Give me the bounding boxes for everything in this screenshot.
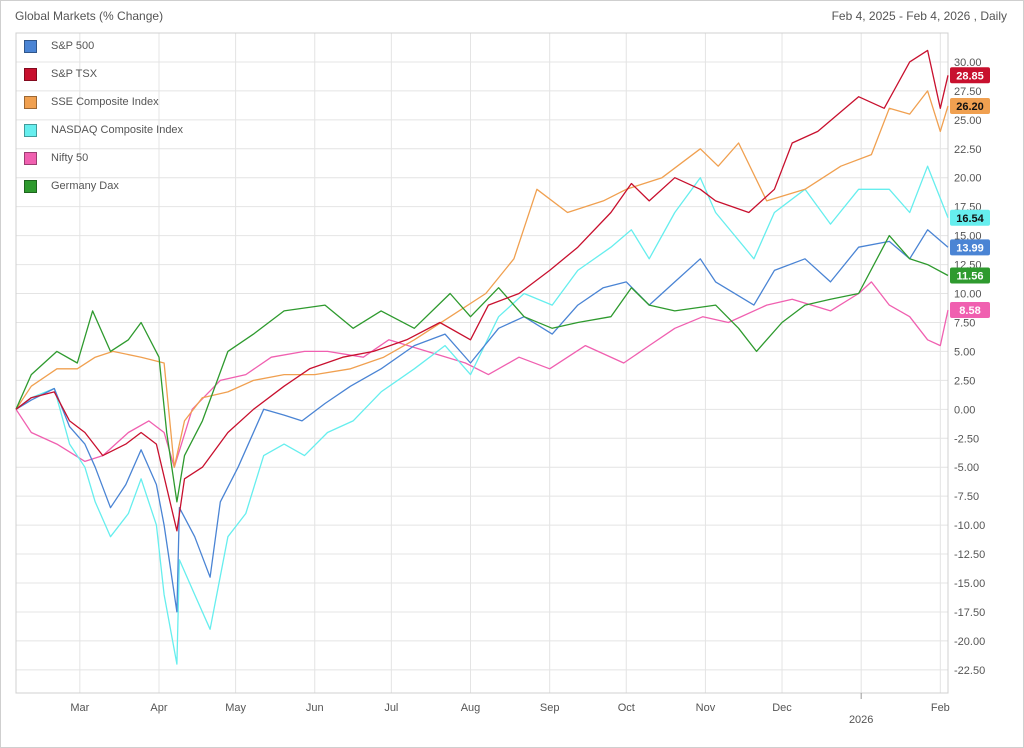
legend-item[interactable]: S&P 500 xyxy=(24,32,183,60)
legend-label: Germany Dax xyxy=(51,180,119,192)
legend-swatch xyxy=(24,95,37,109)
x-tick-label: Apr xyxy=(150,702,167,714)
series-line-s-p-500 xyxy=(15,229,949,613)
badge-box xyxy=(950,301,990,318)
legend-swatch xyxy=(24,39,37,53)
legend-label: Nifty 50 xyxy=(51,152,89,164)
x-tick-label: Dec xyxy=(772,702,792,714)
legend-item[interactable]: S&P TSX xyxy=(24,60,183,88)
x-tick-label: Jul xyxy=(384,702,398,714)
y-tick-label: 25.00 xyxy=(954,115,982,127)
badge-value: 28.85 xyxy=(956,70,984,82)
y-tick-label: 27.50 xyxy=(954,86,982,98)
plot-area xyxy=(15,32,949,694)
series-line-s-p-tsx xyxy=(15,49,949,532)
y-tick-label: 22.50 xyxy=(954,144,982,156)
last-value-badge: 11.56 xyxy=(950,267,990,284)
chart-legend: S&P 500 S&P TSX SSE Composite Index NASDAQ … xyxy=(24,32,183,200)
last-value-badge: 28.85 xyxy=(950,67,990,84)
legend-label: SSE Composite Index xyxy=(51,96,159,108)
y-tick-label: 7.50 xyxy=(954,317,975,329)
legend-item[interactable]: Germany Dax xyxy=(24,172,183,200)
chart-title: Global Markets (% Change) xyxy=(15,9,164,23)
legend-label: S&P TSX xyxy=(51,68,98,80)
y-tick-label: -12.50 xyxy=(954,549,985,561)
badge-box xyxy=(950,209,990,226)
badge-value: 26.20 xyxy=(956,101,984,113)
badge-value: 11.56 xyxy=(957,270,984,282)
last-value-badge: 8.58 xyxy=(950,301,990,318)
y-tick-label: 10.00 xyxy=(954,289,982,301)
badge-box xyxy=(950,239,990,256)
last-value-badge: 16.54 xyxy=(950,209,990,226)
x-tick-label: 2026 xyxy=(849,714,873,726)
y-tick-label: 0.00 xyxy=(954,404,975,416)
y-tick-label: 20.00 xyxy=(954,173,982,185)
last-value-badge: 13.99 xyxy=(950,239,990,256)
badge-value: 8.58 xyxy=(959,305,980,317)
y-tick-label: 2.50 xyxy=(954,375,975,387)
legend-swatch xyxy=(24,67,37,81)
x-tick-label: Oct xyxy=(618,702,635,714)
x-tick-label: May xyxy=(225,702,246,714)
series-line-nasdaq-composite-index xyxy=(15,165,949,665)
series-line-germany-dax xyxy=(15,234,949,503)
legend-label: S&P 500 xyxy=(51,40,95,52)
legend-swatch xyxy=(24,179,37,193)
legend-label: NASDAQ Composite Index xyxy=(51,124,184,136)
y-tick-label: -2.50 xyxy=(954,433,979,445)
badge-value: 16.54 xyxy=(956,213,984,225)
y-tick-label: -5.00 xyxy=(954,462,979,474)
x-tick-label: Nov xyxy=(696,702,716,714)
y-tick-label: -15.00 xyxy=(954,578,985,590)
x-tick-label: Mar xyxy=(70,702,89,714)
series-line-sse-composite-index xyxy=(15,90,949,468)
series-line-nifty-50 xyxy=(15,281,949,468)
x-tick-label: Aug xyxy=(461,702,481,714)
y-tick-label: 5.00 xyxy=(954,346,975,358)
y-tick-label: 30.00 xyxy=(954,57,982,69)
legend-swatch xyxy=(24,151,37,165)
grid xyxy=(16,33,948,693)
badge-box xyxy=(950,67,990,84)
y-tick-label: -22.50 xyxy=(954,665,985,677)
legend-item[interactable]: SSE Composite Index xyxy=(24,88,183,116)
date-range-label: Feb 4, 2025 - Feb 4, 2026 , Daily xyxy=(831,9,1007,23)
legend-item[interactable]: Nifty 50 xyxy=(24,144,183,172)
y-tick-label: -17.50 xyxy=(954,607,985,619)
y-tick-label: -20.00 xyxy=(954,636,985,648)
legend-item[interactable]: NASDAQ Composite Index xyxy=(24,116,183,144)
x-tick-label: Jun xyxy=(306,702,324,714)
y-tick-label: -7.50 xyxy=(954,491,979,503)
badge-box xyxy=(950,97,990,114)
badge-value: 13.99 xyxy=(956,242,984,254)
legend-swatch xyxy=(24,123,37,137)
last-value-badge: 26.20 xyxy=(950,97,990,114)
x-tick-label: Sep xyxy=(540,702,560,714)
y-tick-label: -10.00 xyxy=(954,520,985,532)
badge-box xyxy=(950,267,990,284)
x-tick-label: Feb xyxy=(931,702,950,714)
